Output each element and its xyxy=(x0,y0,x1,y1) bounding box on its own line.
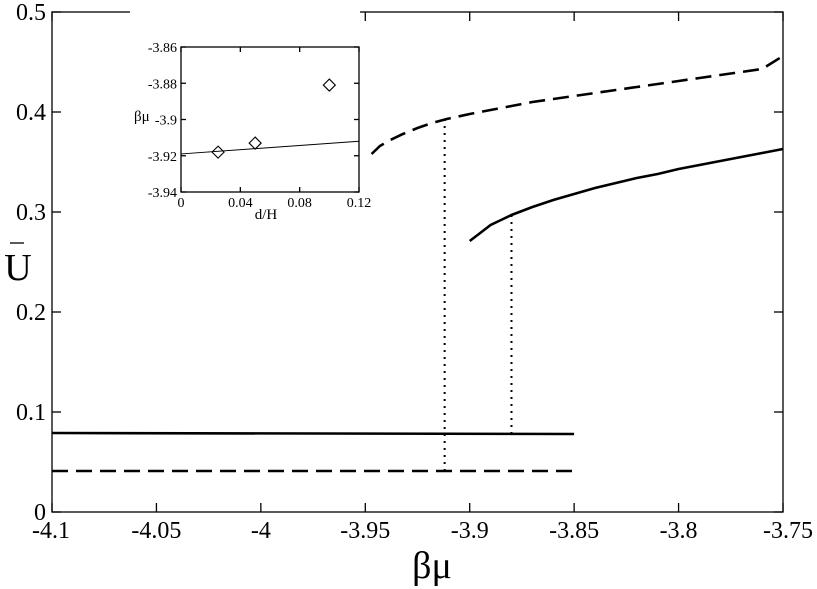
inset-x-axis-title: d/H xyxy=(255,207,278,223)
x-tick-label: -3.85 xyxy=(549,518,599,544)
inset-fit-line xyxy=(180,140,360,155)
inset-y-tick-label: -3.92 xyxy=(148,150,177,165)
x-tick-label: -3.95 xyxy=(340,518,390,544)
x-tick-label: -4.05 xyxy=(131,518,181,544)
x-axis-title: βμ xyxy=(412,545,452,587)
inset-series xyxy=(180,78,360,159)
y-tick-label: 0 xyxy=(34,500,46,526)
y-tick-label: 0.5 xyxy=(16,0,46,26)
x-tick-label: -3.75 xyxy=(763,518,813,544)
inset-background xyxy=(130,0,360,225)
y-tick-label: 0.4 xyxy=(16,100,46,126)
inset-frame xyxy=(180,46,360,193)
y-axis-title: U xyxy=(4,247,31,289)
main-series xyxy=(51,54,784,473)
main-ticks: -4.1 -4.05 -4 -3.95 -3.9 -3.85 -3.8 -3.75 0 0.1 0.… xyxy=(16,0,813,544)
inset-x-tick-label: 0 xyxy=(178,196,185,211)
x-tick-label: -4 xyxy=(251,518,271,544)
inset-x-tick-label: 0.12 xyxy=(347,196,372,211)
y-tick-label: 0.3 xyxy=(16,200,46,226)
y-tick-label: 0.1 xyxy=(16,400,46,426)
inset-diamond-marker xyxy=(211,145,225,159)
inset-chart: 0 0.04 0.08 0.12 -3.94 -3.92 -3.9 -3.88 -3.86 d/… xyxy=(130,0,371,225)
series-line-4 xyxy=(370,54,784,155)
plot-frame xyxy=(51,11,784,513)
inset-x-tick-label: 0.04 xyxy=(228,196,253,211)
x-tick-label: -4.1 xyxy=(32,518,70,544)
inset-diamond-marker xyxy=(248,136,262,150)
inset-y-axis-title: βμ xyxy=(134,109,150,125)
inset-y-tick-label: -3.94 xyxy=(148,186,177,201)
x-tick-label: -3.8 xyxy=(660,518,698,544)
inset-y-tick-label: -3.88 xyxy=(148,77,177,92)
series-line-3 xyxy=(468,147,784,243)
x-tick-label: -3.9 xyxy=(451,518,489,544)
inset-diamond-marker xyxy=(322,78,337,92)
inset-y-tick-label: -3.86 xyxy=(148,41,177,56)
inset-y-tick-label: -3.9 xyxy=(155,114,177,129)
inset-x-tick-label: 0.08 xyxy=(287,196,312,211)
main-vlines xyxy=(443,115,513,471)
series-line-1 xyxy=(51,431,575,436)
inset-ticks: 0 0.04 0.08 0.12 -3.94 -3.92 -3.9 -3.88 -3.86 xyxy=(148,41,371,211)
y-tick-label: 0.2 xyxy=(16,300,46,326)
